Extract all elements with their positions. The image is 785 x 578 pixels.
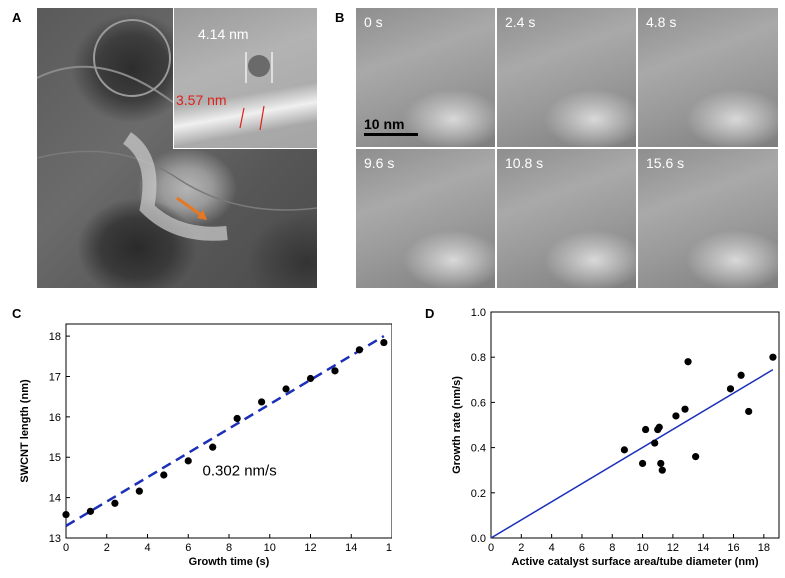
scale-bar-label: 10 nm <box>364 116 405 132</box>
fit-line <box>490 368 774 539</box>
y-tick-label: 15 <box>49 452 61 464</box>
x-tick-label: 14 <box>697 542 709 554</box>
y-tick-label: 1.0 <box>471 308 486 319</box>
data-point <box>642 425 650 434</box>
x-tick-label: 12 <box>304 542 316 554</box>
x-tick-label: 16 <box>727 542 739 554</box>
data-point <box>657 459 665 468</box>
frame-time-label: 0 s <box>364 14 383 30</box>
tem-frame-grid-b: 0 s 10 nm 2.4 s 4.8 s 9.6 s 10.8 s 15.6 … <box>356 8 778 288</box>
data-point <box>135 487 143 495</box>
y-axis-title: Growth rate (nm/s) <box>451 376 463 474</box>
x-tick-label: 0 <box>488 542 494 554</box>
x-tick-label: 10 <box>264 542 276 554</box>
data-point <box>769 353 777 361</box>
x-tick-label: 8 <box>609 542 615 554</box>
x-tick-label: 18 <box>758 542 770 554</box>
data-point <box>737 371 745 379</box>
data-point <box>655 423 663 431</box>
data-point <box>282 385 290 393</box>
frame-time-label: 9.6 s <box>364 155 395 171</box>
y-tick-label: 14 <box>49 493 61 505</box>
tem-image-a: 4.14 nm 3.57 nm <box>37 8 317 288</box>
data-point <box>62 510 70 519</box>
y-tick-label: 0.8 <box>471 352 486 364</box>
x-tick-label: 6 <box>185 542 191 554</box>
panel-letter-a: A <box>12 10 22 25</box>
x-tick-label: 14 <box>345 542 357 554</box>
x-tick-label: 2 <box>104 542 110 554</box>
tem-frame: 9.6 s <box>356 149 495 288</box>
data-point <box>620 446 628 454</box>
y-tick-label: 0.6 <box>471 397 486 409</box>
inset-label-diameter-bottom: 3.57 nm <box>176 92 227 108</box>
data-point <box>160 471 168 479</box>
x-tick-label: 10 <box>636 542 648 554</box>
tem-frame: 10.8 s <box>497 149 636 288</box>
frame-time-label: 2.4 s <box>505 14 536 30</box>
y-axis-title: SWCNT length (nm) <box>19 379 31 483</box>
x-tick-label: 6 <box>579 542 585 554</box>
data-point <box>111 499 119 507</box>
x-tick-label: 12 <box>667 542 679 554</box>
chart-c: 0 2 4 6 8 10 12 14 16 13 14 15 16 17 18 Growth time (s)… <box>19 323 392 568</box>
x-tick-label: 2 <box>518 542 524 554</box>
chart-d: 0 2 4 6 8 10 12 14 16 18 0.0 0.2 0.4 0.6 0.8 1.0 Active … <box>451 308 780 568</box>
data-point <box>681 405 689 413</box>
frame-time-label: 15.6 s <box>646 155 685 171</box>
data-point <box>86 507 95 515</box>
y-tick-label: 0.2 <box>471 488 486 500</box>
y-tick-label: 0.0 <box>471 533 486 545</box>
tem-frame: 0 s 10 nm <box>356 8 495 147</box>
y-tick-label: 18 <box>49 331 61 343</box>
data-point <box>380 338 388 347</box>
data-point <box>672 412 680 420</box>
tem-features-a <box>37 19 317 241</box>
y-tick-label: 16 <box>49 412 61 424</box>
x-tick-label: 0 <box>63 542 69 554</box>
data-point <box>233 414 241 423</box>
inset-label-diameter-top: 4.14 nm <box>198 26 249 42</box>
data-point <box>258 398 266 406</box>
x-axis-title: Growth time (s) <box>189 556 270 568</box>
scale-bar: 10 nm <box>364 116 418 136</box>
panel-letter-b: B <box>335 10 345 25</box>
data-point <box>184 457 192 465</box>
y-tick-label: 13 <box>49 533 61 545</box>
data-point <box>306 374 315 383</box>
plot-frame <box>490 311 780 539</box>
x-tick-label: 4 <box>144 542 150 554</box>
tem-inset-a: 4.14 nm 3.57 nm <box>173 8 317 149</box>
frame-time-label: 10.8 s <box>505 155 544 171</box>
data-point <box>331 367 339 375</box>
slope-annotation: 0.302 nm/s <box>203 462 277 479</box>
scale-bar-line <box>364 133 418 136</box>
tem-frame: 2.4 s <box>497 8 636 147</box>
panel-letter-c: C <box>12 306 22 321</box>
data-point <box>745 407 753 416</box>
tem-frame: 4.8 s <box>638 8 778 147</box>
data-point <box>638 459 647 468</box>
panel-letter-d: D <box>425 306 435 321</box>
data-point <box>692 453 700 461</box>
y-tick-label: 0.4 <box>471 443 486 455</box>
data-point <box>651 439 659 447</box>
data-point <box>684 358 692 366</box>
x-tick-label: 8 <box>226 542 232 554</box>
data-point <box>355 346 363 354</box>
y-tick-label: 17 <box>49 371 61 383</box>
tem-frame: 15.6 s <box>638 149 778 288</box>
x-axis-title: Active catalyst surface area/tube diamet… <box>512 556 759 568</box>
x-tick-label: 16 <box>386 542 392 554</box>
data-point <box>658 466 666 474</box>
fit-line <box>65 335 385 527</box>
frame-time-label: 4.8 s <box>646 14 677 30</box>
data-point <box>209 443 217 451</box>
data-point <box>726 385 735 393</box>
x-tick-label: 4 <box>549 542 555 554</box>
